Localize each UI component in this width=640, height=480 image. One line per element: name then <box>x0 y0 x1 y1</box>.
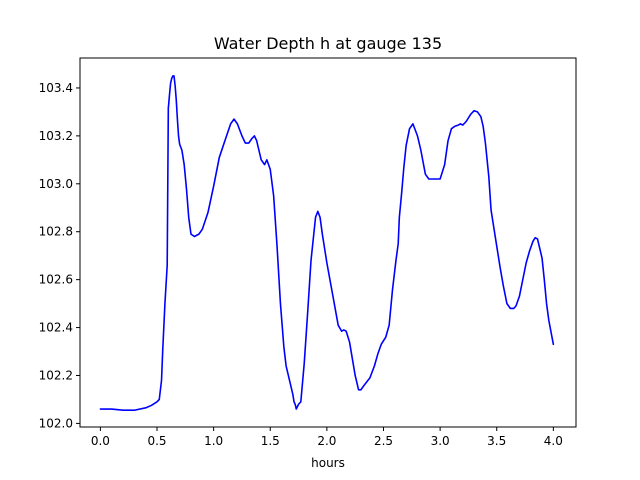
y-tick-label: 102.6 <box>39 273 73 287</box>
x-tick-label: 1.5 <box>261 434 280 448</box>
y-axis-ticks: 102.0 102.2 102.4 102.6 102.8 103.0 103.2 103.4 <box>39 81 80 430</box>
y-tick-label: 103.2 <box>39 129 73 143</box>
x-tick-label: 3.5 <box>487 434 506 448</box>
y-tick-label: 102.2 <box>39 368 73 382</box>
y-tick-label: 102.0 <box>39 416 73 430</box>
chart-title: Water Depth h at gauge 135 <box>214 34 442 53</box>
x-tick-label: 1.0 <box>204 434 223 448</box>
y-tick-label: 102.4 <box>39 321 73 335</box>
series-line-0 <box>99 75 555 412</box>
y-tick-label: 102.8 <box>39 225 73 239</box>
x-tick-label: 0.5 <box>147 434 166 448</box>
x-axis-label: hours <box>311 456 345 470</box>
x-tick-label: 0.0 <box>91 434 110 448</box>
x-tick-label: 2.0 <box>317 434 336 448</box>
x-tick-label: 2.5 <box>374 434 393 448</box>
plot-frame <box>79 57 577 428</box>
plot-background <box>80 58 576 427</box>
series-group <box>99 75 555 412</box>
plot-area <box>79 57 577 428</box>
x-tick-label: 4.0 <box>544 434 563 448</box>
x-tick-label: 3.0 <box>431 434 450 448</box>
y-tick-label: 103.0 <box>39 177 73 191</box>
x-axis-ticks: 0.0 0.5 1.0 1.5 2.0 2.5 3.0 3.5 4.0 <box>91 427 563 448</box>
y-tick-label: 103.4 <box>39 81 73 95</box>
